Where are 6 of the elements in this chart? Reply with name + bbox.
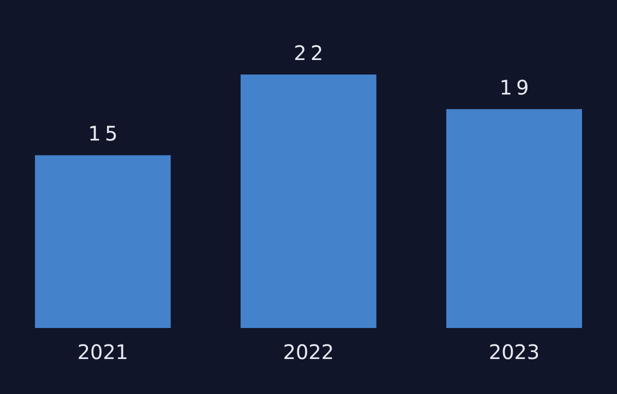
x-tick-label: 2023: [488, 340, 540, 364]
x-tick-label: 2022: [283, 340, 334, 364]
x-tick-label: 2021: [77, 340, 128, 364]
data-label: 15: [88, 121, 122, 146]
data-label: 22: [294, 40, 328, 65]
data-label: 19: [499, 75, 533, 100]
